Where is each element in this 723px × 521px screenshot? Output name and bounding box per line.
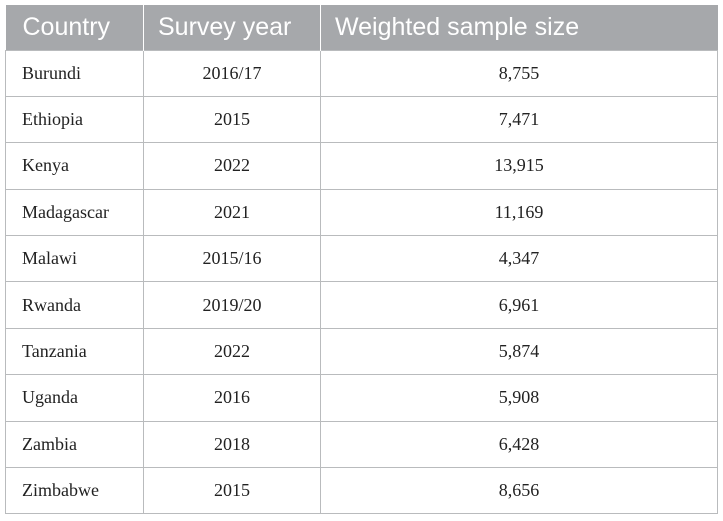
header-country: Country [5, 5, 144, 50]
table-row: Madagascar 2021 11,169 [5, 188, 718, 237]
survey-table: Country Survey year Weighted sample size… [5, 5, 718, 515]
cell-country: Madagascar [5, 188, 144, 237]
cell-survey-year: 2021 [143, 188, 321, 237]
cell-country: Burundi [5, 49, 144, 97]
cell-sample-size: 6,428 [320, 420, 718, 469]
cell-country: Malawi [5, 235, 144, 283]
header-survey-year: Survey year [143, 5, 321, 50]
cell-sample-size: 11,169 [320, 188, 718, 237]
survey-table-container: Country Survey year Weighted sample size… [5, 5, 718, 515]
table-row: Zimbabwe 2015 8,656 [5, 467, 718, 515]
cell-survey-year: 2019/20 [143, 281, 321, 329]
table-row: Tanzania 2022 5,874 [5, 327, 718, 376]
cell-survey-year: 2016 [143, 374, 321, 422]
cell-country: Zimbabwe [5, 467, 144, 515]
table-row: Rwanda 2019/20 6,961 [5, 281, 718, 329]
cell-survey-year: 2022 [143, 327, 321, 376]
cell-sample-size: 8,656 [320, 467, 718, 515]
cell-survey-year: 2015 [143, 467, 321, 515]
cell-survey-year: 2015 [143, 95, 321, 144]
cell-sample-size: 8,755 [320, 49, 718, 97]
cell-survey-year: 2015/16 [143, 235, 321, 283]
cell-sample-size: 7,471 [320, 95, 718, 144]
cell-survey-year: 2016/17 [143, 49, 321, 97]
cell-survey-year: 2022 [143, 142, 321, 190]
header-weighted-sample-size: Weighted sample size [320, 5, 718, 50]
table-row: Kenya 2022 13,915 [5, 142, 718, 190]
cell-sample-size: 6,961 [320, 281, 718, 329]
cell-country: Kenya [5, 142, 144, 190]
table-row: Ethiopia 2015 7,471 [5, 95, 718, 144]
cell-sample-size: 5,908 [320, 374, 718, 422]
table-row: Uganda 2016 5,908 [5, 374, 718, 422]
header-row: Country Survey year Weighted sample size [5, 5, 718, 50]
cell-country: Uganda [5, 374, 144, 422]
cell-sample-size: 13,915 [320, 142, 718, 190]
table-body: Burundi 2016/17 8,755 Ethiopia 2015 7,47… [5, 49, 718, 515]
table-row: Burundi 2016/17 8,755 [5, 49, 718, 97]
cell-survey-year: 2018 [143, 420, 321, 469]
cell-sample-size: 4,347 [320, 235, 718, 283]
cell-sample-size: 5,874 [320, 327, 718, 376]
cell-country: Tanzania [5, 327, 144, 376]
table-header: Country Survey year Weighted sample size [5, 5, 718, 50]
cell-country: Zambia [5, 420, 144, 469]
table-row: Malawi 2015/16 4,347 [5, 235, 718, 283]
table-row: Zambia 2018 6,428 [5, 420, 718, 469]
cell-country: Rwanda [5, 281, 144, 329]
cell-country: Ethiopia [5, 95, 144, 144]
